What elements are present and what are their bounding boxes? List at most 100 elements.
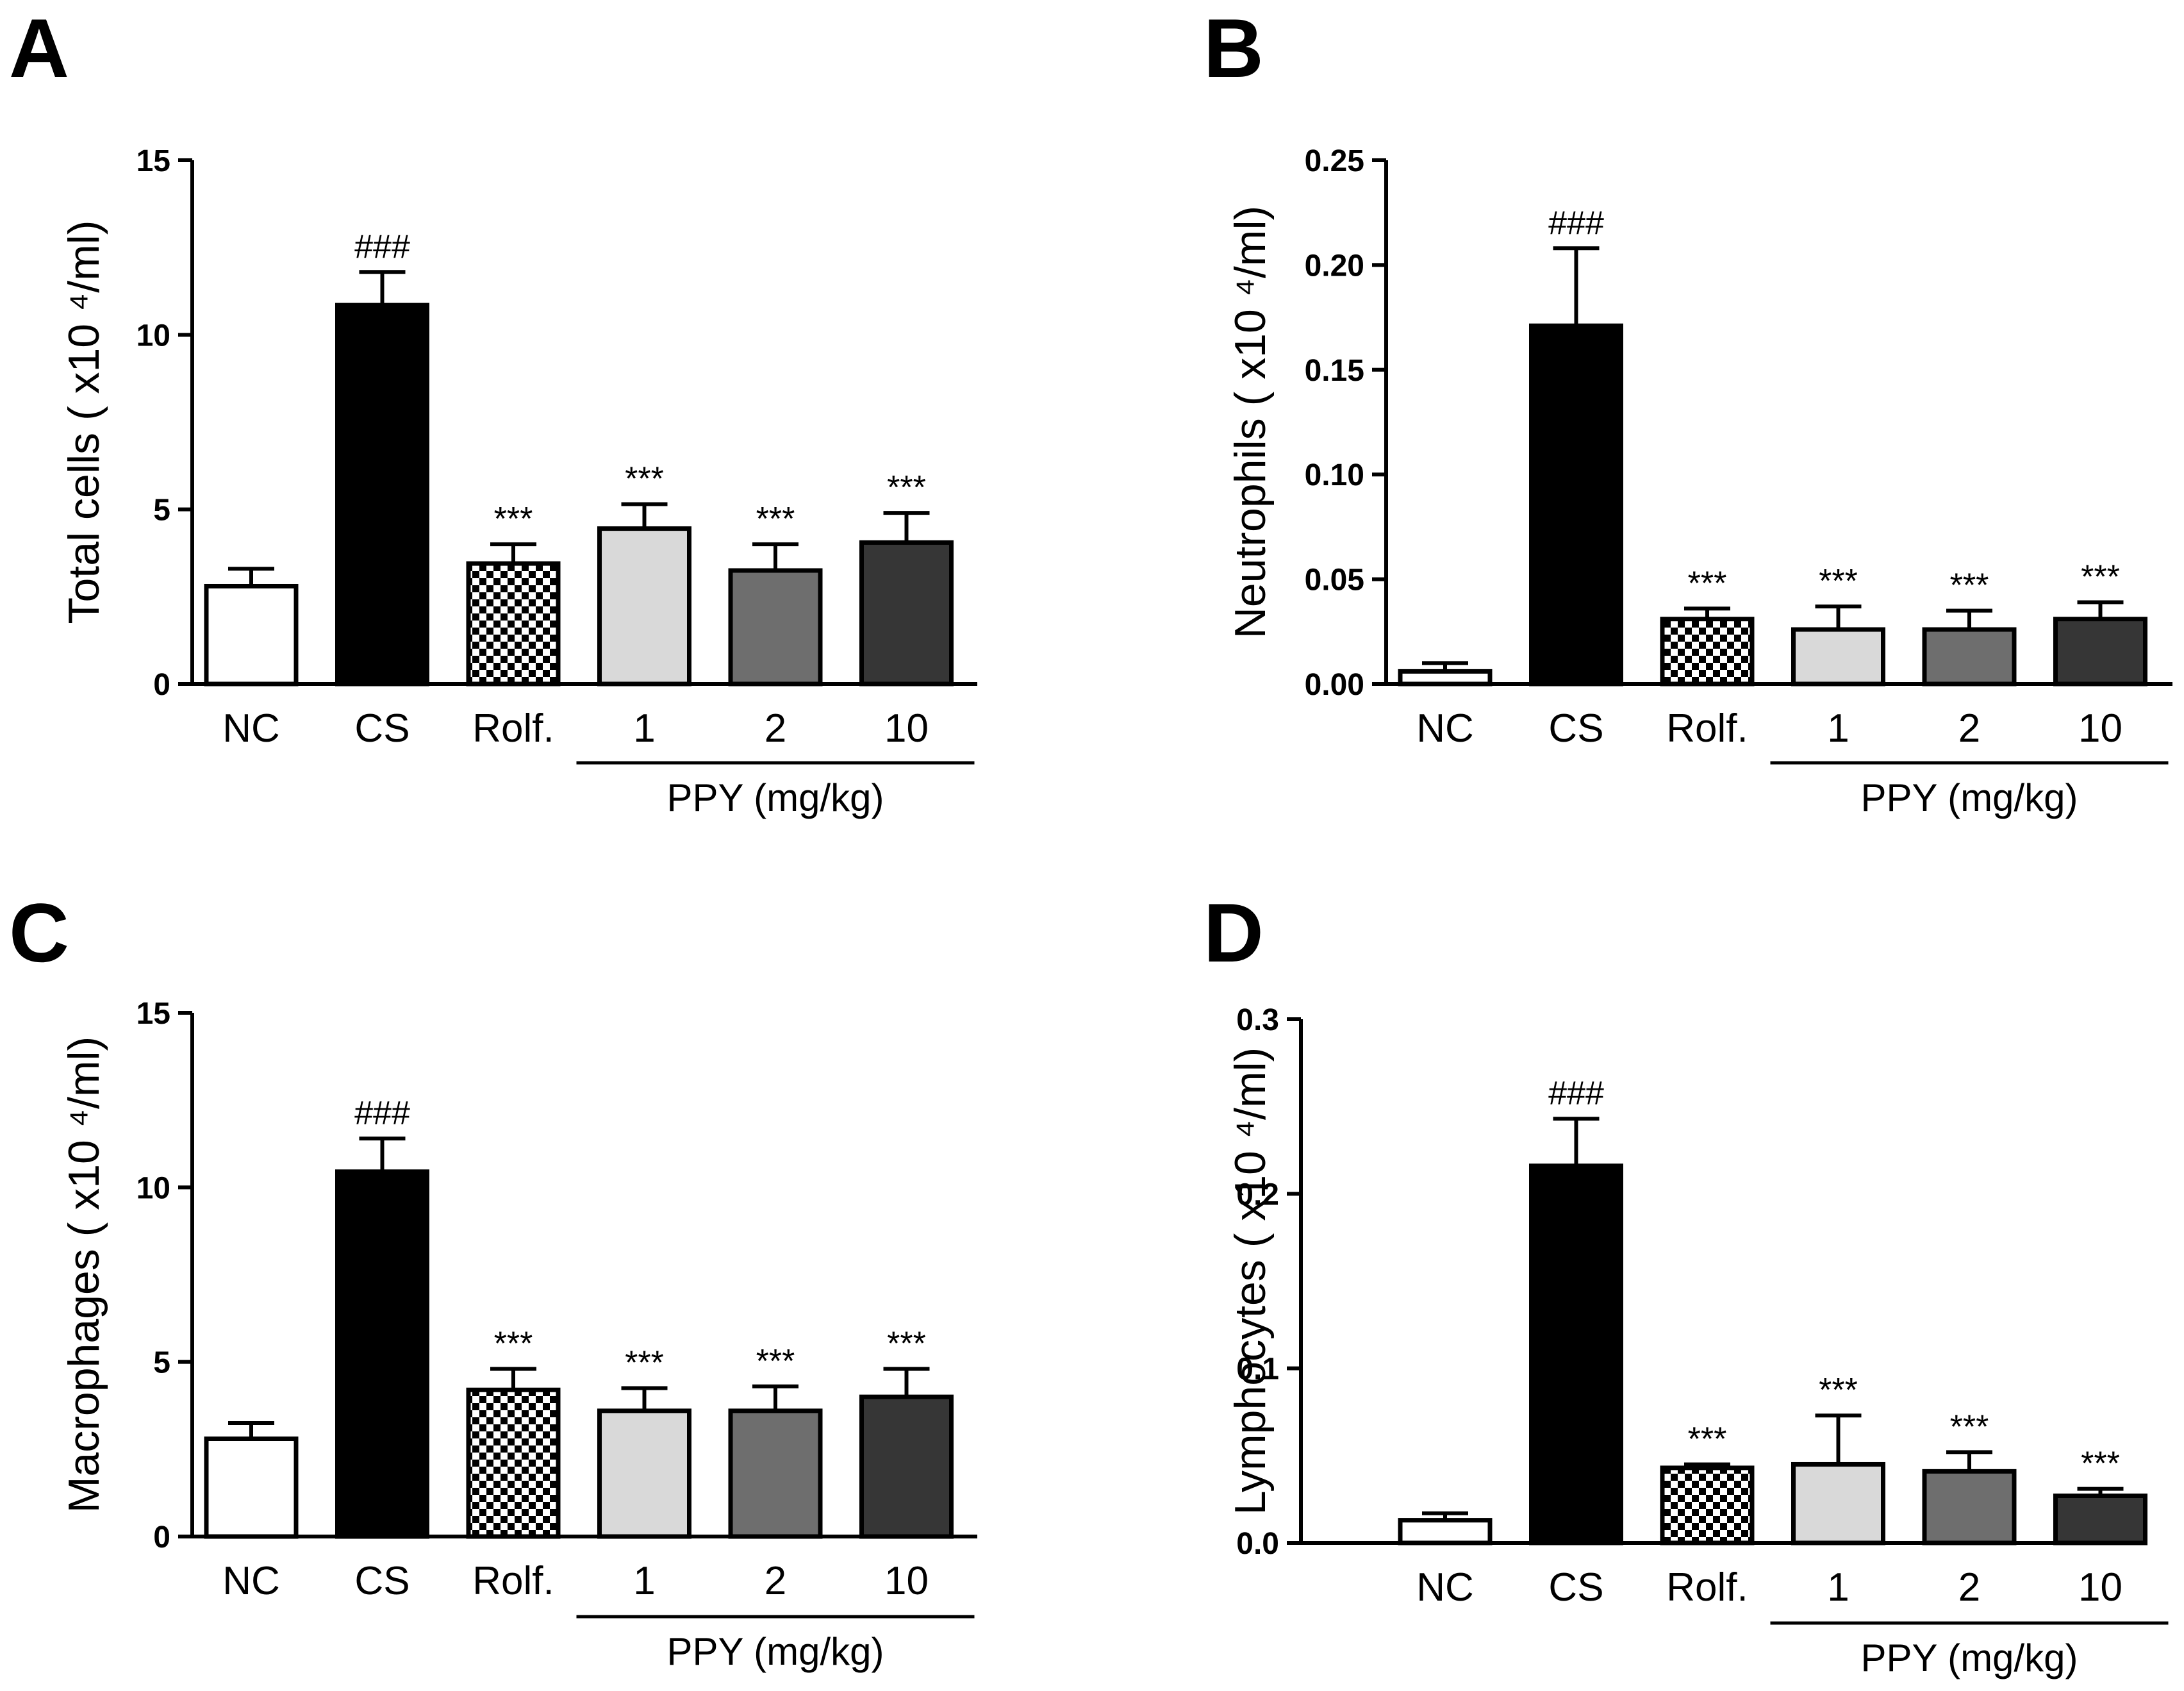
bar-rolf	[466, 1387, 561, 1539]
panel-a-chart: A 0 5 10 15 Total cells ( x10 ⁴/ml) NC ### CS ***…	[9, 1, 977, 819]
significance-marker: ***	[625, 1345, 664, 1382]
x-category-label: 10	[2078, 706, 2122, 751]
bar-cs	[335, 303, 429, 687]
bar-10	[2053, 1493, 2147, 1545]
group-label: PPY (mg/kg)	[667, 1630, 884, 1673]
y-tick-label: 10	[136, 319, 170, 353]
x-category-label: CS	[354, 1559, 410, 1603]
bar-1	[597, 1408, 691, 1539]
x-category-label: 10	[884, 706, 929, 751]
panel-letter: D	[1204, 886, 1264, 979]
significance-marker: ***	[1950, 1408, 1989, 1445]
bar-nc	[204, 583, 299, 687]
y-tick-label: 15	[136, 997, 170, 1031]
x-category-label: NC	[1416, 706, 1474, 751]
significance-marker: ***	[887, 1326, 926, 1363]
y-tick-label: 0.0	[1236, 1527, 1279, 1561]
significance-marker: ***	[494, 501, 533, 538]
x-category-label: 1	[1827, 706, 1849, 751]
panel-letter: A	[9, 1, 69, 95]
x-category-label: Rolf.	[472, 1559, 554, 1603]
x-category-label: 2	[1958, 1565, 1980, 1610]
bar-1	[597, 526, 691, 687]
y-tick-label: 0	[153, 1520, 170, 1554]
significance-marker: ***	[887, 469, 926, 506]
y-tick-label: 0	[153, 668, 170, 702]
significance-marker: ***	[1688, 565, 1727, 602]
bar-1	[1791, 627, 1885, 687]
y-axis-label: Lymphocytes ( x10 ⁴/ml)	[1226, 1047, 1275, 1515]
significance-marker: ***	[756, 1343, 795, 1380]
significance-marker: ###	[1548, 204, 1604, 242]
significance-marker: ***	[625, 460, 664, 497]
panel-d-chart: D 0.0 0.1 0.2 0.3 Lymphocytes ( x10 ⁴/ml) NC ##…	[1204, 886, 2169, 1679]
y-tick-label: 15	[136, 144, 170, 178]
bar-1	[1791, 1462, 1885, 1545]
y-tick-label: 0.1	[1236, 1353, 1279, 1387]
bar-cs	[1529, 323, 1623, 687]
y-tick-label: 0.25	[1305, 144, 1364, 178]
significance-marker: ***	[1688, 1420, 1727, 1458]
significance-marker: ###	[354, 228, 410, 265]
significance-marker: ###	[354, 1095, 410, 1132]
bar-cs	[1529, 1163, 1623, 1545]
significance-marker: ***	[756, 501, 795, 538]
x-category-label: 2	[765, 706, 786, 751]
significance-marker: ***	[2081, 559, 2120, 596]
panel-letter: B	[1204, 1, 1264, 95]
bar-nc	[1398, 1518, 1493, 1545]
bar-cs	[335, 1169, 429, 1539]
bar-2	[1922, 1469, 2017, 1545]
x-category-label: 1	[1827, 1565, 1849, 1610]
significance-marker: ***	[1819, 1372, 1858, 1409]
bar-10	[859, 1394, 954, 1539]
x-category-label: 2	[765, 1559, 786, 1603]
y-tick-label: 0.2	[1236, 1178, 1279, 1212]
panel-letter: C	[9, 886, 69, 979]
panel-b-chart: B 0.00 0.05 0.10 0.15 0.20 0.25 Neutrophils ( x…	[1204, 1, 2172, 819]
bar-rolf	[466, 561, 561, 687]
x-category-label: NC	[222, 1559, 280, 1603]
bar-10	[2053, 617, 2147, 687]
y-axis-label: Total cells ( x10 ⁴/ml)	[60, 220, 108, 624]
y-tick-label: 0.3	[1236, 1003, 1279, 1037]
x-category-label: NC	[222, 706, 280, 751]
bar-10	[859, 540, 954, 687]
x-category-label: Rolf.	[1666, 706, 1748, 751]
y-tick-label: 5	[153, 494, 170, 528]
bar-rolf	[1660, 1465, 1755, 1545]
y-tick-label: 0.05	[1305, 563, 1364, 597]
x-category-label: CS	[1548, 1565, 1603, 1610]
group-label: PPY (mg/kg)	[1861, 776, 2078, 819]
x-category-label: 1	[633, 1559, 655, 1603]
y-tick-label: 5	[153, 1346, 170, 1380]
x-category-label: 2	[1958, 706, 1980, 751]
y-axis-label: Neutrophils ( x10 ⁴/ml)	[1226, 206, 1275, 638]
x-category-label: CS	[1548, 706, 1603, 751]
bar-2	[728, 1408, 823, 1539]
bar-rolf	[1660, 617, 1755, 687]
y-axis-label: Macrophages ( x10 ⁴/ml)	[60, 1037, 108, 1513]
x-category-label: 10	[884, 1559, 929, 1603]
significance-marker: ***	[2081, 1445, 2120, 1483]
bar-nc	[1398, 669, 1493, 687]
y-tick-label: 0.00	[1305, 668, 1364, 702]
group-label: PPY (mg/kg)	[1861, 1637, 2078, 1679]
x-category-label: Rolf.	[472, 706, 554, 751]
bar-nc	[204, 1436, 299, 1539]
significance-marker: ###	[1548, 1075, 1604, 1112]
significance-marker: ***	[494, 1326, 533, 1363]
x-category-label: 10	[2078, 1565, 2122, 1610]
x-category-label: Rolf.	[1666, 1565, 1748, 1610]
y-tick-label: 0.10	[1305, 458, 1364, 492]
x-category-label: NC	[1416, 1565, 1474, 1610]
panel-c-chart: C 0 5 10 15 Macrophages ( x10 ⁴/ml) NC ### CS ***…	[9, 886, 977, 1673]
y-tick-label: 10	[136, 1171, 170, 1205]
bar-2	[1922, 627, 2017, 687]
y-tick-label: 0.20	[1305, 249, 1364, 283]
x-category-label: 1	[633, 706, 655, 751]
y-tick-label: 0.15	[1305, 354, 1364, 388]
bar-2	[728, 568, 823, 687]
x-category-label: CS	[354, 706, 410, 751]
